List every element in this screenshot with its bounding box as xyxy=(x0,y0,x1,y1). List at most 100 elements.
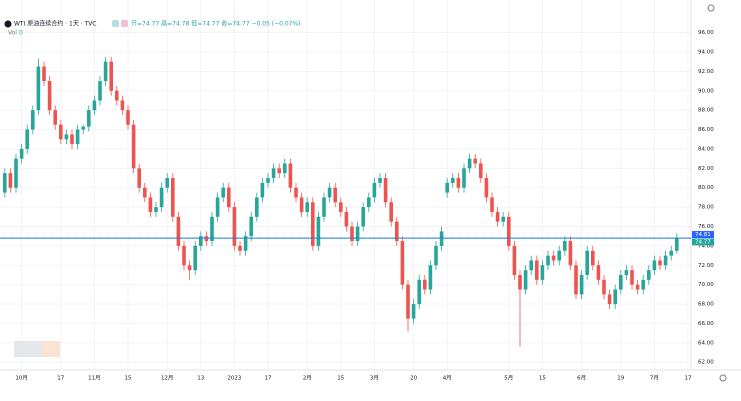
candle-body xyxy=(126,110,130,125)
candle-body xyxy=(473,158,477,164)
candle-body xyxy=(120,100,125,111)
candle-body xyxy=(372,182,377,198)
candle-body xyxy=(277,168,281,174)
candle-body xyxy=(327,187,332,198)
candle-body xyxy=(546,255,550,266)
candle-body xyxy=(171,178,175,217)
y-tick-label: 80.00 xyxy=(698,185,714,191)
candle-body xyxy=(495,211,500,222)
candle-body xyxy=(299,197,304,212)
candle-body xyxy=(87,110,91,127)
candle-body xyxy=(602,279,606,295)
candle-body xyxy=(182,245,186,266)
watermark xyxy=(42,341,60,357)
candle-body xyxy=(305,202,309,212)
time-settings-icon[interactable] xyxy=(719,374,727,382)
x-tick-label: 3月 xyxy=(370,375,379,382)
candle-body xyxy=(535,260,539,280)
y-tick-label: 90.00 xyxy=(698,88,714,94)
y-tick-label: 78.00 xyxy=(698,205,714,211)
x-tick-label: 12月 xyxy=(161,375,174,382)
y-tick-label: 86.00 xyxy=(698,127,714,133)
x-tick-label: 6月 xyxy=(577,375,586,382)
y-tick-label: 64.00 xyxy=(698,340,714,346)
x-tick-label: 11月 xyxy=(88,375,101,382)
y-tick-label: 96.00 xyxy=(698,30,714,36)
candle-body xyxy=(92,100,97,111)
candle-body xyxy=(439,231,444,246)
settings-icon[interactable] xyxy=(707,4,715,12)
candle-body xyxy=(249,216,253,237)
y-tick-label: 66.00 xyxy=(698,321,714,327)
candle-body xyxy=(148,197,153,212)
candle-body xyxy=(568,241,573,266)
candle-body xyxy=(361,207,365,227)
candle-body xyxy=(635,284,640,290)
candle-body xyxy=(484,178,489,198)
candle-body xyxy=(14,158,18,188)
candle-body xyxy=(451,178,455,183)
candle-body xyxy=(243,236,248,251)
candle-body xyxy=(400,241,405,285)
candle-body xyxy=(406,284,410,319)
candle-body xyxy=(199,236,203,246)
candle-body xyxy=(411,304,416,319)
candle-body xyxy=(31,110,35,130)
candle-body xyxy=(367,197,371,208)
candle-body xyxy=(283,163,287,174)
y-tick-label: 88.00 xyxy=(698,108,714,114)
sell-button[interactable] xyxy=(121,20,128,27)
candle-body xyxy=(53,110,57,125)
candle-body xyxy=(596,265,601,280)
candle-body xyxy=(260,182,265,198)
x-tick-label: 17 xyxy=(685,376,692,382)
x-tick-label: 4月 xyxy=(443,375,452,382)
candle-body xyxy=(322,197,326,217)
candle-body xyxy=(417,279,421,305)
candle-body xyxy=(339,202,343,212)
candle-body xyxy=(395,221,399,242)
candle-body xyxy=(143,187,147,198)
candle-body xyxy=(215,197,220,217)
candle-body xyxy=(423,279,427,290)
candle-body xyxy=(109,61,113,91)
candle-body xyxy=(344,211,349,227)
candle-body xyxy=(501,216,505,222)
candle-body xyxy=(383,178,388,203)
candle-body xyxy=(658,260,662,266)
candle-body xyxy=(529,260,533,271)
candle-body xyxy=(47,81,52,111)
price-label-bg xyxy=(692,231,714,239)
candle-body xyxy=(479,163,483,179)
candle-body xyxy=(3,173,7,193)
candle-body xyxy=(512,245,517,275)
candle-body xyxy=(271,168,276,179)
candle-body xyxy=(613,289,617,305)
symbol-title: WTI 原油连续合约 · 1天 · TVC xyxy=(14,20,97,28)
candle-body xyxy=(165,178,169,188)
candle-body xyxy=(255,197,259,217)
candle-body xyxy=(238,245,242,251)
candle-body xyxy=(350,226,354,242)
candle-body xyxy=(434,245,438,266)
candle-body xyxy=(585,250,589,275)
candle-body xyxy=(232,207,237,246)
y-tick-label: 70.00 xyxy=(698,282,714,288)
candle-body xyxy=(579,274,584,295)
candle-body xyxy=(221,187,225,198)
buy-button[interactable] xyxy=(112,20,119,27)
candle-body xyxy=(428,265,433,290)
vol-label: Vol xyxy=(8,30,17,37)
watermark xyxy=(14,341,42,357)
x-tick-label: 2023 xyxy=(227,376,241,382)
x-tick-label: 5月 xyxy=(504,375,513,382)
candle-body xyxy=(227,187,231,208)
price-label: 74.81 xyxy=(695,232,711,238)
candle-body xyxy=(574,265,578,295)
candle-body xyxy=(591,250,595,266)
candle-body xyxy=(630,270,634,285)
candle-body xyxy=(187,265,192,271)
candle-body xyxy=(294,187,298,198)
candle-body xyxy=(193,245,197,271)
symbol-icon[interactable] xyxy=(4,20,12,28)
